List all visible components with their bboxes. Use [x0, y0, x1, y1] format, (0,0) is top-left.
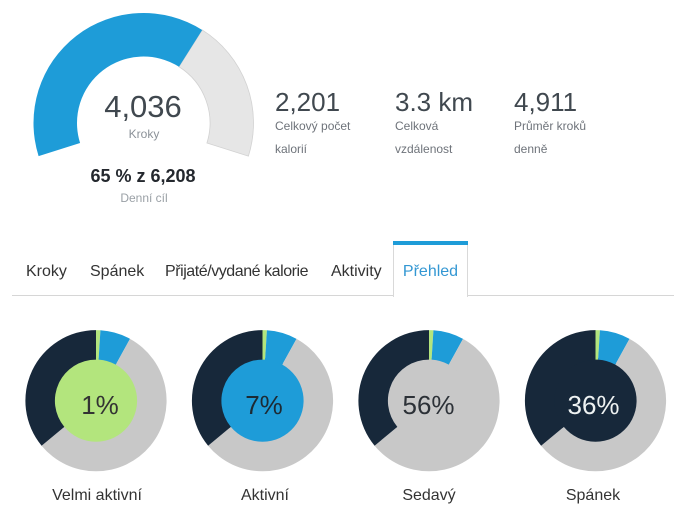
svg-text:7%: 7% [245, 390, 283, 420]
svg-text:56%: 56% [402, 390, 454, 420]
svg-text:1%: 1% [81, 390, 119, 420]
svg-text:36%: 36% [567, 390, 619, 420]
